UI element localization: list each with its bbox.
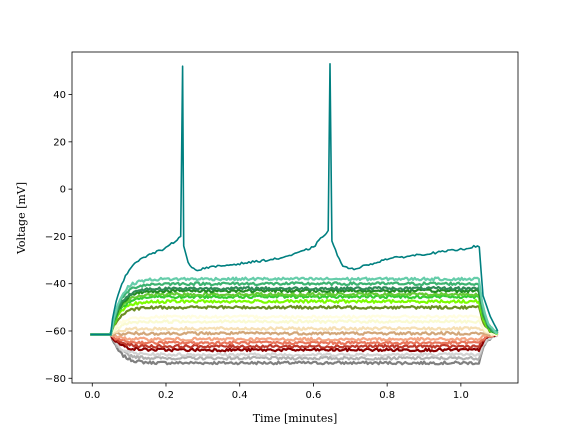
voltage-trace-9 [90,326,498,337]
traces [90,62,499,366]
y-axis-label: Voltage [mV] [15,182,28,255]
voltage-trace-16 [90,288,499,336]
y-tick-label: −60 [45,326,66,337]
x-axis-label: Time [minutes] [253,412,338,425]
voltage-trace-5 [90,332,499,349]
y-axis-ticks: −80 −60 −40 −20 0 20 40 [45,90,72,385]
voltage-trace-18 [90,281,499,336]
voltage-trace-11 [90,314,499,337]
y-tick-label: 20 [53,137,66,148]
voltage-trace-10 [90,319,499,336]
voltage-trace-1 [90,333,498,366]
voltage-trace-2 [90,332,498,361]
y-tick-label: −20 [45,232,66,243]
voltage-trace-15 [90,291,498,336]
voltage-trace-12 [90,304,499,336]
voltage-trace-3 [90,333,499,358]
y-tick-label: −40 [45,279,66,290]
spiking-voltage-trace [90,62,499,336]
x-tick-label: 0.6 [305,390,321,401]
plot-frame [71,51,519,384]
y-tick-label: 40 [53,90,66,101]
voltage-trace-13 [90,298,498,336]
x-tick-label: 1.0 [453,390,469,401]
voltage-trace-7 [90,332,499,342]
voltage-trace-17 [90,285,498,337]
x-tick-label: 0.0 [84,390,100,401]
voltage-trace-6 [90,332,498,346]
x-tick-label: 0.2 [158,390,174,401]
voltage-trace-8 [90,330,499,337]
y-tick-label: 0 [60,185,66,196]
voltage-trace-4 [90,333,499,353]
x-tick-label: 0.8 [379,390,395,401]
x-tick-label: 0.4 [232,390,248,401]
y-tick-label: −80 [45,374,66,385]
voltage-trace-19 [90,276,499,336]
x-axis-ticks: 0.0 0.2 0.4 0.6 0.8 1.0 [84,383,469,401]
